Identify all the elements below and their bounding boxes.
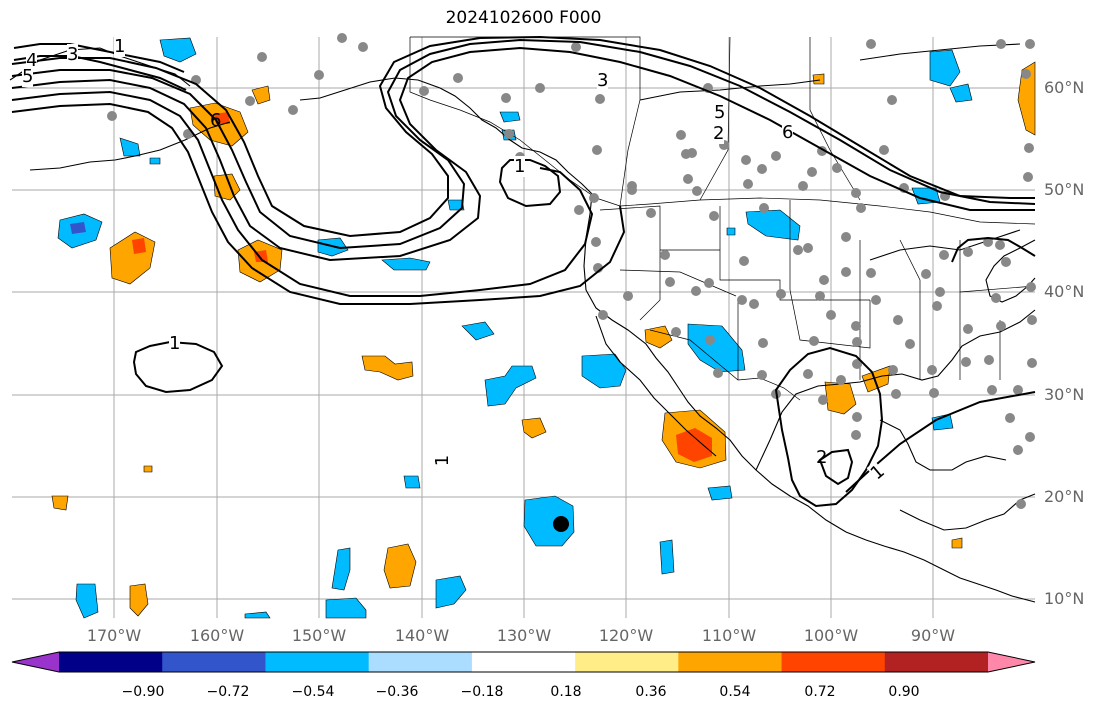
colorbar-tick-label: −0.18 [460, 684, 504, 700]
negative-shading [57, 37, 973, 619]
positive-shading-strong [132, 112, 712, 462]
contour-label: 5 [22, 66, 34, 87]
contour-label: 3 [597, 70, 609, 91]
colorbar-segments [12, 652, 1035, 672]
colorbar-segment [59, 652, 163, 672]
colorbar-segment [678, 652, 783, 672]
colorbar-extend-low [12, 652, 59, 672]
chart-title: 2024102600 F000 [445, 8, 602, 28]
lon-tick-label: 120°W [598, 626, 654, 645]
colorbar-tick-label: 0.72 [804, 684, 836, 700]
colorbar-segment [265, 652, 370, 672]
colorbar-tick-label: 0.18 [550, 684, 582, 700]
lon-tick-label: 100°W [803, 626, 859, 645]
colorbar-tick-label: −0.36 [375, 684, 419, 700]
contour-label: 6 [210, 110, 222, 131]
contour-label: 5 [714, 102, 726, 123]
colorbar-tick-label: −0.90 [121, 684, 165, 700]
contour-label: 2 [816, 447, 828, 468]
colorbar [11, 651, 1036, 673]
lon-tick-label: 170°W [86, 626, 142, 645]
storm-center-marker [553, 516, 569, 532]
lat-tick-label: 30°N [1044, 385, 1085, 404]
colorbar-tick-label: −0.54 [291, 684, 335, 700]
lon-tick-label: 130°W [496, 626, 552, 645]
lat-tick-label: 60°N [1044, 78, 1085, 97]
lat-tick-label: 50°N [1044, 180, 1085, 199]
colorbar-tick-label: 0.36 [635, 684, 667, 700]
lon-tick-label: 90°W [910, 626, 956, 645]
lon-tick-label: 150°W [291, 626, 347, 645]
colorbar-tick-label: −0.72 [206, 684, 250, 700]
colorbar-segment [884, 652, 989, 672]
colorbar-segment [471, 652, 576, 672]
contour-lines [11, 35, 1036, 508]
colorbar-tick-label: 0.54 [719, 684, 751, 700]
colorbar-segment [162, 652, 266, 672]
lon-tick-label: 160°W [189, 626, 245, 645]
negative-shading-strong [70, 222, 86, 234]
colorbar-segment [368, 652, 473, 672]
colorbar-tick-label: 0.90 [888, 684, 920, 700]
lat-tick-label: 20°N [1044, 487, 1085, 506]
contour-label: 1 [169, 333, 181, 354]
colorbar-segment [575, 652, 679, 672]
contour-label: 1 [114, 36, 126, 57]
lon-tick-label: 140°W [394, 626, 450, 645]
contour-label: 2 [713, 123, 725, 144]
contour-label: 1 [432, 454, 454, 467]
contour-label: 3 [67, 44, 79, 65]
lat-tick-label: 40°N [1044, 282, 1085, 301]
contour-label: 4 [26, 50, 38, 71]
colorbar-segment [781, 652, 886, 672]
station-markers [107, 33, 1037, 509]
lon-tick-label: 110°W [701, 626, 757, 645]
lat-tick-label: 10°N [1044, 589, 1085, 608]
colorbar-extend-high [988, 652, 1035, 672]
contour-label: 1 [514, 156, 526, 177]
colorbar-outline [11, 651, 1036, 673]
contour-label: 6 [782, 122, 794, 143]
